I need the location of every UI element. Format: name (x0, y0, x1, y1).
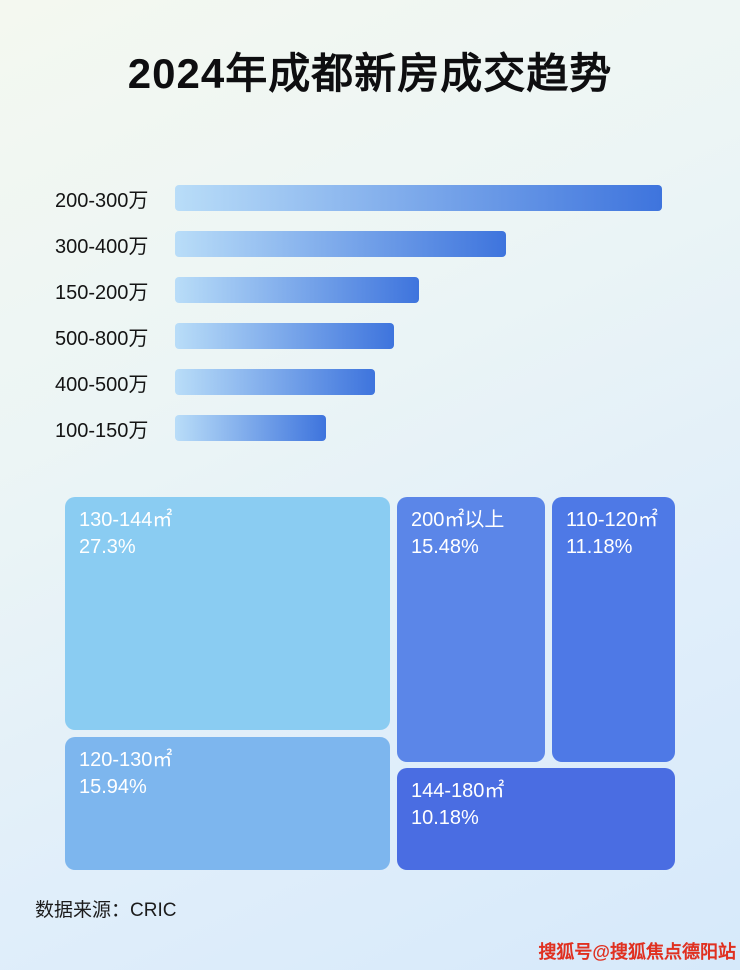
bar-track (175, 277, 662, 303)
treemap-box-label: 200㎡以上 (411, 509, 505, 531)
bar-category-label: 400-500万 (55, 373, 149, 396)
bar-category-label: 200-300万 (55, 189, 149, 212)
bar-category-label: 500-800万 (55, 327, 149, 350)
treemap-box-value: 10.18% (411, 807, 479, 829)
bar-row: 100-150万 (55, 413, 662, 443)
treemap-box-value: 11.18% (566, 536, 633, 558)
bar-fill (175, 277, 419, 303)
bar-row: 500-800万 (55, 321, 662, 351)
bar-fill (175, 415, 326, 441)
bar-track (175, 231, 662, 257)
bar-track (175, 185, 662, 211)
data-source-note: 数据来源：CRIC (35, 900, 177, 921)
treemap-box-144-180: 144-180㎡ 10.18% (397, 768, 675, 870)
treemap-box-label: 120-130㎡ (79, 749, 173, 771)
bar-fill (175, 231, 507, 257)
bar-fill (175, 185, 662, 211)
bar-track (175, 415, 662, 441)
bar-track (175, 323, 662, 349)
bar-row: 200-300万 (55, 183, 662, 213)
treemap-box-130-144: 130-144㎡ 27.3% (65, 497, 390, 730)
treemap-box-110-120: 110-120㎡ 11.18% (552, 497, 675, 762)
treemap-box-label: 144-180㎡ (411, 780, 505, 802)
bar-track (175, 369, 662, 395)
bar-row: 150-200万 (55, 275, 662, 305)
treemap-box-label: 130-144㎡ (79, 509, 173, 531)
bar-fill (175, 369, 375, 395)
bar-row: 300-400万 (55, 229, 662, 259)
treemap-box-value: 15.48% (411, 536, 479, 558)
bar-category-label: 150-200万 (55, 281, 149, 304)
treemap-box-label: 110-120㎡ (566, 509, 658, 531)
treemap-box-value: 27.3% (79, 536, 136, 558)
area-size-treemap: 130-144㎡ 27.3% 200㎡以上 15.48% 110-120㎡ 11… (65, 497, 675, 870)
price-range-bar-chart: 200-300万 300-400万 150-200万 500-800万 400-500万… (55, 183, 662, 459)
watermark-text: 搜狐号@搜狐焦点德阳站 (538, 942, 736, 962)
bar-category-label: 300-400万 (55, 235, 149, 258)
bar-row: 400-500万 (55, 367, 662, 397)
page-title: 2024年成都新房成交趋势 (127, 50, 613, 97)
bar-fill (175, 323, 395, 349)
bar-category-label: 100-150万 (55, 419, 149, 442)
treemap-box-value: 15.94% (79, 776, 147, 798)
treemap-box-120-130: 120-130㎡ 15.94% (65, 737, 390, 870)
treemap-box-200-plus: 200㎡以上 15.48% (397, 497, 545, 762)
